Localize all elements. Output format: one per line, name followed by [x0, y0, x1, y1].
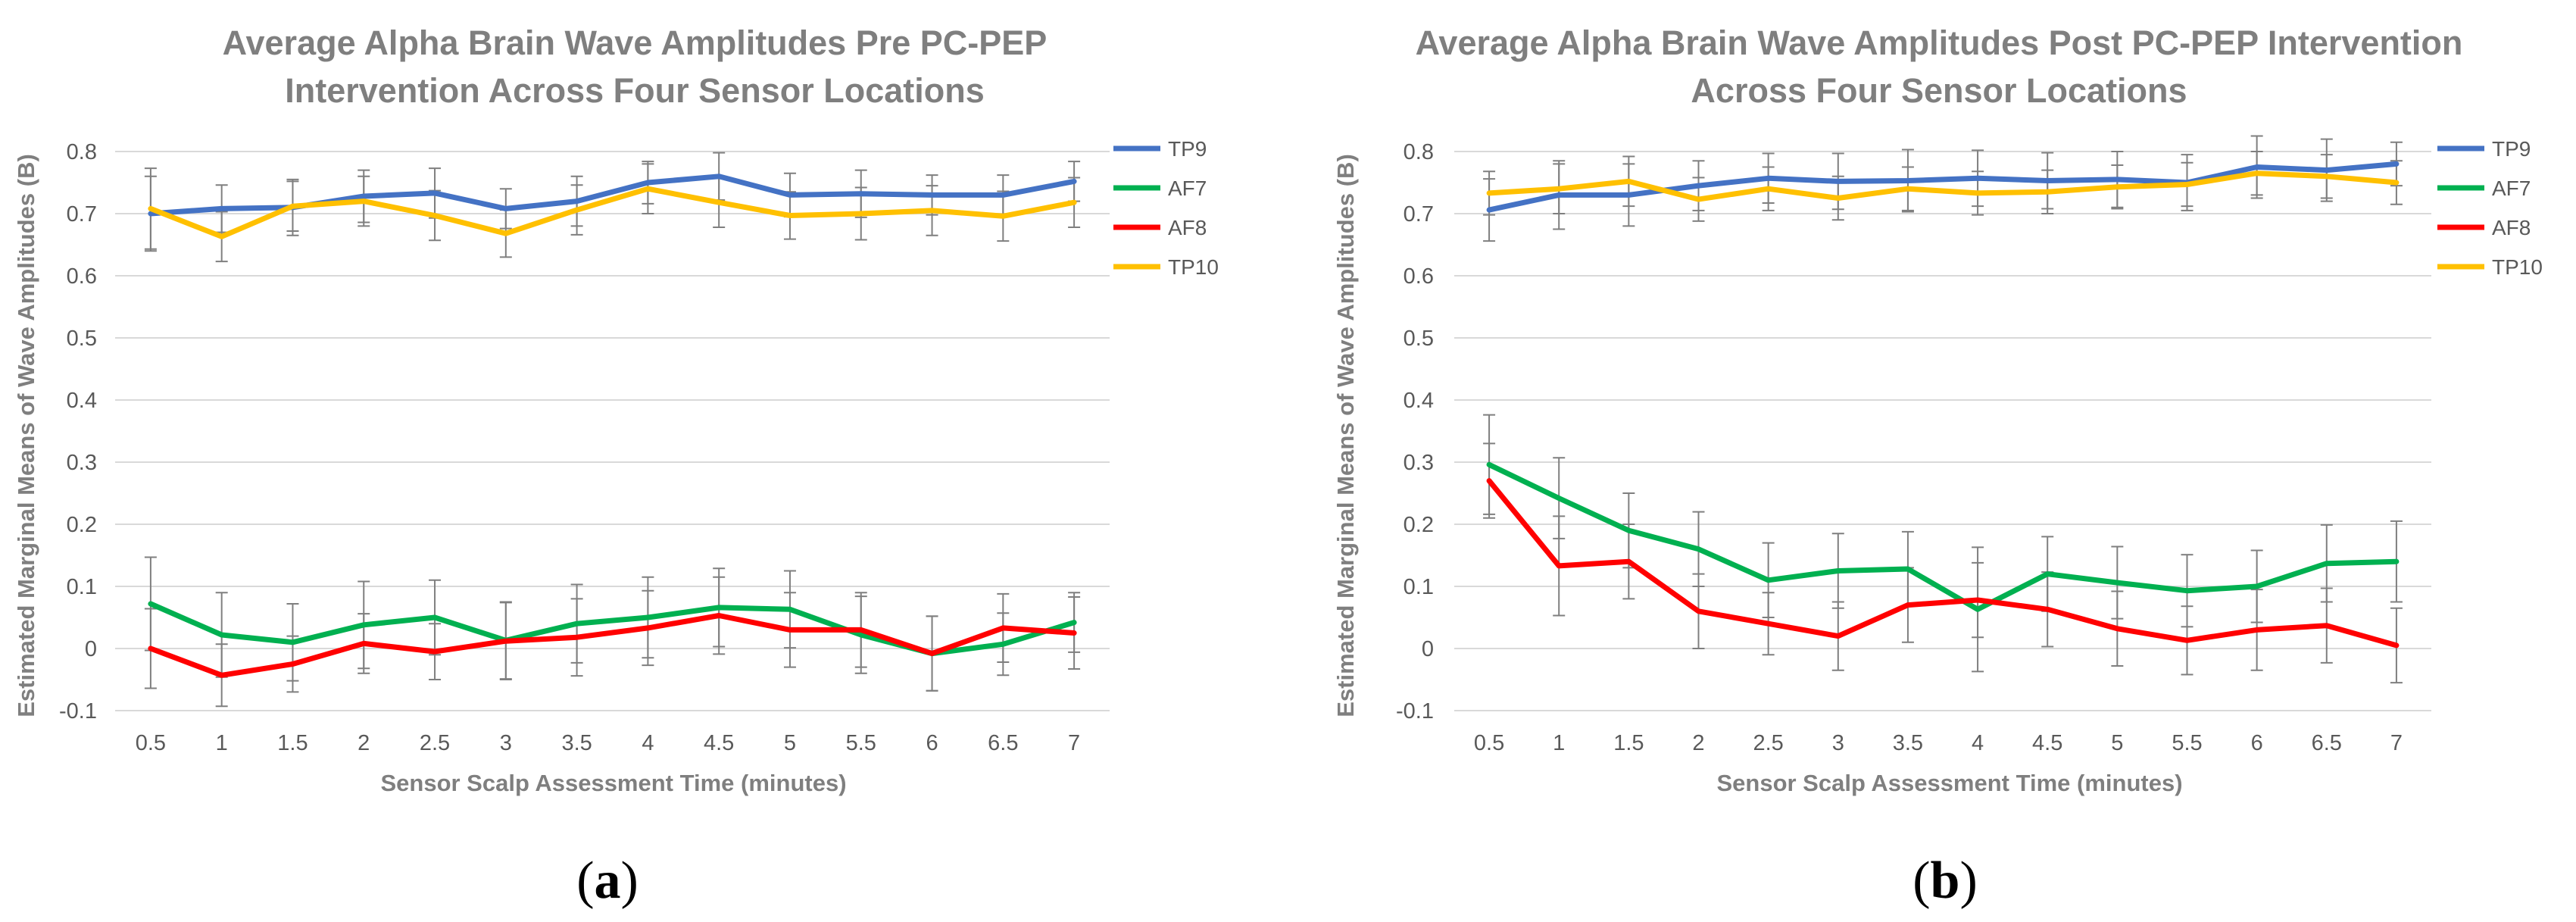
x-tick-label: 6.5 [988, 731, 1018, 755]
chart-title-line-1: Average Alpha Brain Wave Amplitudes Pre … [223, 23, 1048, 62]
x-axis-ticks: 0.5 1 1.5 2 2.5 3 3.5 4 4.5 5 5.5 6 6.5 7 [136, 731, 1080, 755]
series-lines [148, 173, 1077, 678]
series-line-af8 [1486, 478, 2400, 649]
series-line-tp10 [1486, 170, 2400, 202]
x-tick-label: 2 [358, 731, 370, 755]
y-tick-label: 0.1 [1404, 575, 1434, 599]
x-tick-label: 2 [1692, 731, 1704, 755]
y-tick-label: 0.4 [1404, 389, 1434, 413]
legend-label-af7: AF7 [2492, 177, 2531, 200]
x-tick-label: 3 [500, 731, 512, 755]
x-tick-label: 0.5 [136, 731, 166, 755]
y-axis-title: Estimated Marginal Means of Wave Amplitu… [13, 154, 39, 717]
y-axis-ticks: -0.1 0 0.1 0.2 0.3 0.4 0.5 0.6 0.7 0.8 [1396, 140, 1434, 724]
x-tick-label: 4 [1972, 731, 1984, 755]
legend-label-af7: AF7 [1168, 177, 1207, 200]
chart-title-line-2: Intervention Across Four Sensor Location… [285, 71, 985, 110]
y-tick-label: 0.4 [67, 389, 97, 413]
x-tick-label: 3 [1832, 731, 1844, 755]
legend-label-af8: AF8 [2492, 216, 2531, 239]
chart-title-line-2: Across Four Sensor Locations [1691, 71, 2187, 110]
y-tick-label: 0 [1422, 637, 1434, 661]
y-tick-label: 0.7 [1404, 202, 1434, 227]
y-tick-label: -0.1 [1396, 699, 1434, 724]
legend-label-tp10: TP10 [1168, 255, 1219, 279]
y-tick-label: 0.2 [67, 513, 97, 537]
panel-label-open-paren: ( [576, 852, 594, 910]
x-tick-label: 4 [642, 731, 654, 755]
panel-label-letter: b [1931, 852, 1960, 910]
y-tick-label: 0.6 [67, 264, 97, 289]
legend-label-tp9: TP9 [2492, 137, 2531, 161]
x-tick-label: 2.5 [420, 731, 450, 755]
x-tick-label: 4.5 [704, 731, 734, 755]
panel-label-close-paren: ) [1959, 852, 1977, 910]
panel-label-close-paren: ) [621, 852, 639, 910]
x-tick-label: 7 [2390, 731, 2403, 755]
x-tick-label: 2.5 [1753, 731, 1783, 755]
series-line-tp9 [1486, 161, 2400, 213]
x-tick-label: 5.5 [2172, 731, 2202, 755]
y-tick-label: 0.1 [67, 575, 97, 599]
y-tick-label: -0.1 [59, 699, 97, 724]
panel-label-letter: a [595, 852, 621, 910]
x-axis-title: Sensor Scalp Assessment Time (minutes) [1716, 770, 2182, 796]
chart-title-line-1: Average Alpha Brain Wave Amplitudes Post… [1416, 23, 2463, 62]
x-axis-title: Sensor Scalp Assessment Time (minutes) [380, 770, 846, 796]
panel-label-a: (a) [576, 852, 639, 910]
y-tick-label: 0.5 [1404, 327, 1434, 351]
legend: TP9 AF7 AF8 TP10 [1113, 137, 1219, 279]
x-tick-label: 1.5 [277, 731, 308, 755]
x-tick-label: 7 [1068, 731, 1080, 755]
panel-label-b: (b) [1912, 852, 1978, 910]
panel-label-open-paren: ( [1912, 852, 1930, 910]
legend: TP9 AF7 AF8 TP10 [2437, 137, 2543, 279]
series-lines [1486, 161, 2400, 649]
chart-panel-b: Average Alpha Brain Wave Amplitudes Post… [1332, 23, 2543, 910]
series-line-tp10 [148, 186, 1077, 239]
y-tick-label: 0.3 [67, 451, 97, 475]
series-line-af8 [148, 613, 1077, 678]
legend-label-af8: AF8 [1168, 216, 1207, 239]
legend-label-tp10: TP10 [2492, 255, 2543, 279]
x-tick-label: 5 [784, 731, 796, 755]
y-tick-label: 0.8 [1404, 140, 1434, 164]
x-tick-label: 5 [2111, 731, 2123, 755]
x-tick-label: 5.5 [846, 731, 876, 755]
x-tick-label: 3.5 [561, 731, 592, 755]
series-line-af7 [1486, 461, 2400, 612]
y-tick-label: 0.6 [1404, 264, 1434, 289]
x-tick-label: 1.5 [1613, 731, 1644, 755]
y-tick-label: 0.2 [1404, 513, 1434, 537]
chart-panel-a: Average Alpha Brain Wave Amplitudes Pre … [13, 23, 1219, 910]
y-tick-label: 0.3 [1404, 451, 1434, 475]
x-tick-label: 4.5 [2032, 731, 2062, 755]
x-tick-label: 1 [216, 731, 228, 755]
y-axis-title: Estimated Marginal Means of Wave Amplitu… [1332, 154, 1359, 717]
x-tick-label: 6 [2251, 731, 2263, 755]
y-tick-label: 0.5 [67, 327, 97, 351]
x-tick-label: 6.5 [2312, 731, 2342, 755]
y-tick-label: 0.7 [67, 202, 97, 227]
legend-label-tp9: TP9 [1168, 137, 1207, 161]
y-axis-ticks: -0.1 0 0.1 0.2 0.3 0.4 0.5 0.6 0.7 0.8 [59, 140, 97, 724]
x-tick-label: 1 [1553, 731, 1565, 755]
x-tick-label: 0.5 [1474, 731, 1504, 755]
x-tick-label: 3.5 [1893, 731, 1923, 755]
x-tick-label: 6 [926, 731, 938, 755]
y-tick-label: 0.8 [67, 140, 97, 164]
y-tick-label: 0 [85, 637, 97, 661]
gridlines [1454, 151, 2431, 711]
x-axis-ticks: 0.5 1 1.5 2 2.5 3 3.5 4 4.5 5 5.5 6 6.5 7 [1474, 731, 2403, 755]
